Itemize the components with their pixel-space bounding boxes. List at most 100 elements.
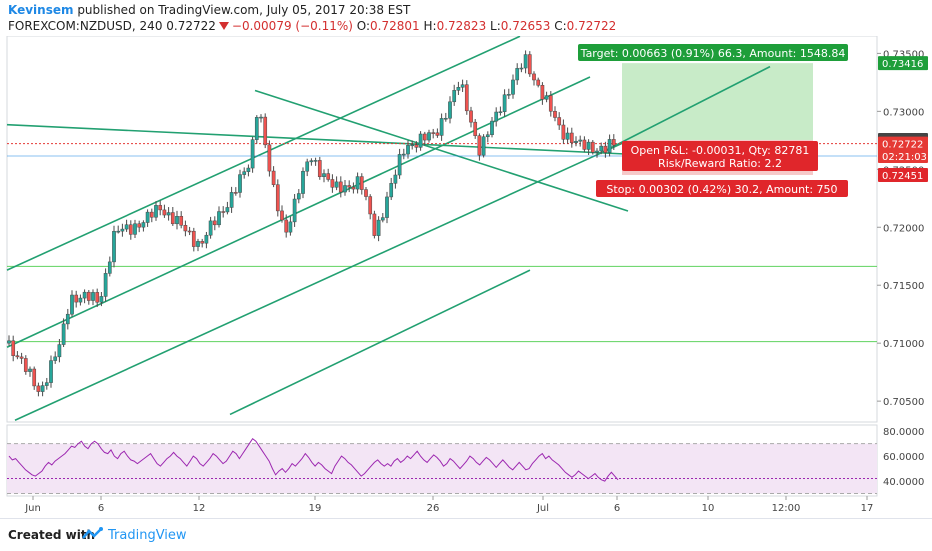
candle-body	[267, 144, 272, 172]
trend-line	[254, 89, 629, 212]
candle-body	[23, 358, 28, 372]
candle-body	[149, 211, 154, 218]
low-value: 0.72653	[500, 19, 551, 33]
candle-body	[578, 139, 583, 142]
candle-body	[91, 292, 95, 301]
price-tag-target	[878, 56, 928, 71]
candle-body	[435, 132, 440, 136]
candle-body	[515, 68, 520, 81]
candle-body	[103, 273, 108, 297]
candle-body	[221, 211, 226, 213]
candle-body	[116, 230, 121, 233]
candle-body	[36, 385, 41, 392]
candle-body	[124, 224, 129, 230]
candle-body	[401, 153, 406, 156]
price-tag-label: 02:21:03	[882, 152, 927, 163]
down-triangle-icon	[218, 22, 229, 30]
rsi-line	[8, 437, 619, 482]
time-tick-label: 19	[309, 503, 322, 514]
candle-body	[464, 84, 469, 112]
candle-body	[19, 356, 24, 359]
high-value: 0.72823	[436, 19, 487, 33]
candle-body	[532, 73, 536, 81]
pnl-label-text: Open P&L: -0.00031, Qty: 82781	[631, 144, 810, 157]
candle-body	[166, 212, 171, 216]
candle-body	[469, 110, 473, 123]
candle-body	[355, 176, 360, 190]
rsi-tick-label: 60.0000	[883, 452, 924, 463]
candle-body	[506, 94, 511, 96]
candle-body	[292, 198, 297, 223]
candle-body	[536, 79, 541, 86]
author-name[interactable]: Kevinsem	[8, 3, 74, 17]
candle-body	[380, 217, 385, 221]
pnl-label	[622, 140, 818, 171]
candle-body	[154, 205, 158, 218]
target-label	[578, 44, 848, 61]
pnl-label-text: Risk/Reward Ratio: 2.2	[658, 157, 782, 170]
candle-body	[28, 368, 32, 372]
candle-body	[238, 174, 242, 193]
candle-body	[250, 139, 255, 169]
rsi-tick-label: 40.0000	[883, 477, 924, 488]
candle-body	[301, 170, 305, 194]
candle-body	[418, 133, 423, 148]
candle-body	[196, 241, 200, 247]
close-value: 0.72722	[566, 19, 617, 33]
candle-body	[11, 340, 16, 356]
trend-line	[6, 35, 521, 271]
candle-body	[565, 132, 570, 140]
stop-label-text: Stop: 0.00302 (0.42%) 30.2, Amount: 750	[606, 183, 837, 196]
candle-body	[259, 116, 263, 119]
price-tag-countdown	[878, 148, 928, 163]
candle-body	[385, 196, 389, 218]
candle-body	[439, 118, 444, 136]
candle-body	[133, 223, 137, 235]
candle-body	[443, 117, 448, 120]
created-with-text: Created with	[8, 528, 96, 542]
candle-body	[233, 192, 238, 194]
target-label-text: Target: 0.00663 (0.91%) 66.3, Amount: 15…	[580, 47, 846, 60]
candle-body	[553, 111, 557, 118]
candle-body	[317, 160, 322, 178]
price-tag-stop	[878, 167, 928, 182]
time-tick-label: 12:00	[772, 503, 801, 514]
symbol-label: FOREXCOM:NZDUSD, 240	[8, 19, 163, 33]
candle-body	[456, 87, 461, 91]
publish-info: Kevinsem published on TradingView.com, J…	[8, 3, 410, 17]
rsi-tick-label: 80.0000	[883, 427, 924, 438]
candle-body	[309, 160, 314, 163]
candle-body	[544, 95, 549, 100]
candle-body	[15, 355, 20, 358]
tradingview-brand[interactable]: TradingView	[108, 528, 187, 543]
candle-body	[448, 101, 452, 119]
time-tick-label: 17	[861, 503, 874, 514]
candle-body	[397, 154, 402, 176]
candle-body	[523, 54, 528, 69]
candle-body	[65, 313, 70, 325]
candle-body	[330, 179, 335, 188]
candle-body	[128, 224, 133, 235]
candle-body	[586, 141, 591, 150]
candle-body	[305, 161, 310, 172]
candle-body	[410, 144, 415, 147]
candle-body	[120, 228, 125, 232]
candle-body	[511, 79, 515, 95]
stop-label	[596, 180, 848, 197]
candle-body	[540, 85, 545, 100]
candle-body	[246, 167, 251, 172]
time-tick-label: 26	[427, 503, 440, 514]
candle-body	[44, 382, 49, 386]
candle-body	[557, 117, 562, 126]
candle-body	[338, 181, 343, 193]
candle-body	[158, 205, 163, 211]
price-tag-current	[878, 136, 928, 151]
candle-body	[406, 145, 410, 155]
trend-line	[596, 65, 771, 156]
price-tick-label: 0.72000	[883, 223, 924, 234]
price-tick-label: 0.73000	[883, 107, 924, 118]
trend-line	[6, 123, 626, 155]
symbol-ohlc: FOREXCOM:NZDUSD, 240 0.72722 −0.00079 (−0…	[8, 19, 616, 33]
candle-body	[191, 230, 196, 247]
